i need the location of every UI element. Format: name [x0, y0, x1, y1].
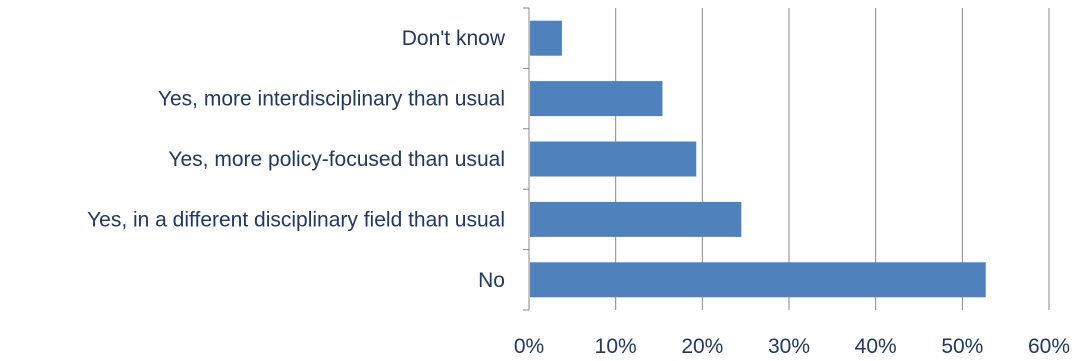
bar: [530, 262, 986, 298]
category-label: Don't know: [402, 27, 506, 50]
x-tick-label: 50%: [941, 335, 983, 358]
bar: [530, 201, 742, 237]
x-tick-label: 60%: [1028, 335, 1070, 358]
bar: [530, 141, 697, 177]
bar: [530, 20, 562, 56]
x-tick-label: 0%: [514, 335, 544, 358]
x-tick-label: 10%: [595, 335, 637, 358]
category-label: Yes, more policy-focused than usual: [168, 148, 505, 171]
x-tick-label: 40%: [855, 335, 897, 358]
category-label: Yes, more interdisciplinary than usual: [158, 88, 505, 111]
category-label: Yes, in a different disciplinary field t…: [87, 208, 505, 231]
x-tick-label: 20%: [681, 335, 723, 358]
bar: [530, 81, 663, 117]
x-tick-label: 30%: [768, 335, 810, 358]
category-label: No: [478, 269, 505, 292]
